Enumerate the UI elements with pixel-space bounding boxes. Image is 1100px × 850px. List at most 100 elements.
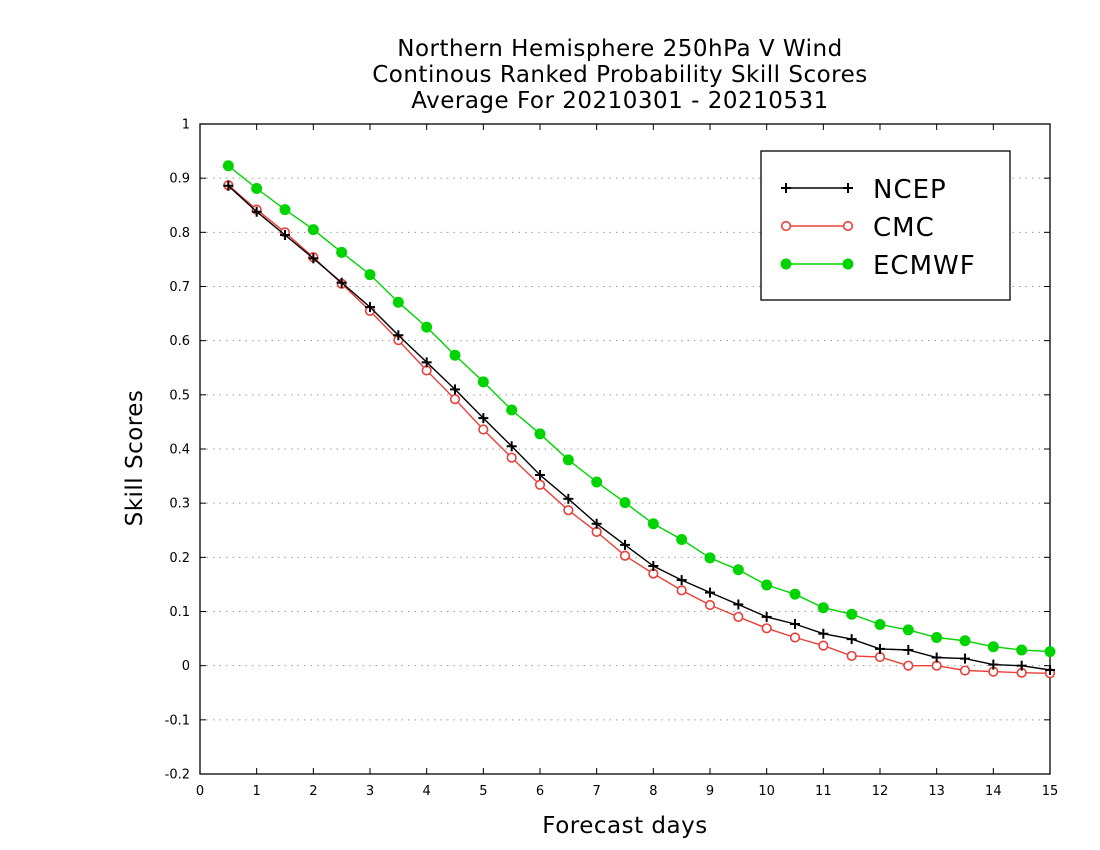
data-point-cmc <box>563 505 574 516</box>
data-point-ecmwf <box>846 608 858 620</box>
x-axis-title: Forecast days <box>542 813 707 839</box>
legend-marker-ncep <box>843 183 853 193</box>
y-tick-label: 0.6 <box>169 334 190 349</box>
data-point-ecmwf <box>251 182 263 194</box>
y-tick-label: 0.1 <box>169 605 190 620</box>
legend-item-ecmwf: ECMWF <box>780 251 976 281</box>
data-point-ecmwf <box>477 376 489 388</box>
y-tick-label: 0.3 <box>169 497 190 512</box>
data-point-ncep <box>308 253 319 264</box>
x-tick-label: 8 <box>649 784 657 799</box>
x-tick-label: 13 <box>928 784 945 799</box>
data-point-ncep <box>1016 660 1027 671</box>
legend-label-ecmwf: ECMWF <box>873 251 976 281</box>
data-point-ncep <box>790 618 800 629</box>
data-point-ecmwf <box>506 404 518 416</box>
data-point-ecmwf <box>987 641 999 653</box>
x-tick-label: 2 <box>309 784 317 799</box>
data-point-ecmwf <box>364 269 376 281</box>
data-point-ecmwf <box>222 160 234 172</box>
data-point-ncep <box>393 330 404 341</box>
data-point-ncep <box>336 277 347 288</box>
data-point-ecmwf <box>1044 646 1056 658</box>
data-point-ecmwf <box>761 579 773 591</box>
series-ecmwf <box>222 160 1056 658</box>
x-tick-label: 1 <box>253 784 261 799</box>
y-tick-label: 0.9 <box>169 172 190 187</box>
chart-title-line-2: Continous Ranked Probability Skill Score… <box>372 62 868 88</box>
data-point-cmc <box>449 394 461 405</box>
data-point-cmc <box>534 479 546 490</box>
data-point-ecmwf <box>959 635 971 647</box>
data-point-cmc <box>846 650 857 662</box>
y-tick-label: -0.1 <box>165 713 190 728</box>
axis-ticks: -0.2-0.100.10.20.30.40.50.60.70.80.910 1 2… <box>165 118 1059 800</box>
data-point-cmc <box>931 660 942 671</box>
data-point-cmc <box>421 365 432 376</box>
data-point-ncep <box>421 357 432 368</box>
data-point-ncep <box>280 230 290 241</box>
data-point-ncep <box>818 628 829 639</box>
y-tick-label: 0 <box>182 659 190 674</box>
data-point-ecmwf <box>1016 644 1028 656</box>
data-point-cmc <box>761 623 772 634</box>
chart-title-line-1: Northern Hemisphere 250hPa V Wind <box>397 36 843 62</box>
data-point-cmc <box>704 599 716 611</box>
data-point-ncep <box>648 561 659 571</box>
legend-marker-cmc <box>842 220 854 232</box>
legend-marker-ncep <box>781 183 791 193</box>
legend-marker-ecmwf <box>780 258 792 270</box>
data-point-cmc <box>903 660 914 671</box>
data-point-cmc <box>874 651 886 663</box>
data-point-cmc <box>478 424 489 435</box>
y-tick-label: 0.5 <box>169 388 190 403</box>
data-point-ncep <box>620 539 630 550</box>
data-point-cmc <box>789 632 801 643</box>
data-point-ecmwf <box>279 204 291 216</box>
data-point-ecmwf <box>449 349 461 361</box>
y-tick-label: -0.2 <box>165 768 190 783</box>
data-point-ncep <box>535 470 545 480</box>
x-tick-label: 3 <box>366 784 374 799</box>
series-ncep <box>223 180 1055 675</box>
legend-label-cmc: CMC <box>873 213 935 243</box>
x-tick-label: 7 <box>593 784 601 799</box>
data-point-ncep <box>251 206 262 217</box>
data-point-ecmwf <box>789 588 801 600</box>
y-tick-label: 1 <box>182 118 190 133</box>
y-tick-label: 0.7 <box>169 280 190 295</box>
x-tick-label: 6 <box>536 784 544 799</box>
data-point-ncep <box>931 652 942 663</box>
x-tick-label: 15 <box>1042 784 1059 799</box>
x-tick-label: 5 <box>479 784 487 799</box>
legend-marker-cmc <box>780 220 792 232</box>
data-point-ncep <box>846 634 857 645</box>
data-point-ncep <box>506 441 517 452</box>
data-point-ecmwf <box>874 619 886 630</box>
data-point-cmc <box>506 452 517 463</box>
x-tick-label: 14 <box>985 784 1002 799</box>
y-tick-label: 0.2 <box>169 551 190 566</box>
data-point-ncep <box>988 659 999 670</box>
data-point-ecmwf <box>534 428 546 440</box>
data-point-ecmwf <box>732 564 744 576</box>
data-point-ncep <box>960 653 970 664</box>
data-point-ecmwf <box>817 602 829 614</box>
data-point-ecmwf <box>902 624 914 636</box>
data-point-ncep <box>365 302 375 313</box>
data-point-ecmwf <box>619 497 631 509</box>
x-tick-label: 12 <box>872 784 889 799</box>
series-group <box>222 160 1056 679</box>
data-point-ncep <box>733 599 744 610</box>
data-point-ncep <box>563 493 574 504</box>
data-point-ecmwf <box>307 224 319 236</box>
data-point-ncep <box>875 643 885 654</box>
data-point-ncep <box>676 575 687 586</box>
data-point-cmc <box>591 526 602 537</box>
data-point-ncep <box>591 518 602 529</box>
legend: NCEP CMC ECMWF <box>760 150 1011 301</box>
x-tick-label: 4 <box>423 784 431 799</box>
data-point-cmc <box>818 640 829 651</box>
data-point-cmc <box>959 665 971 676</box>
